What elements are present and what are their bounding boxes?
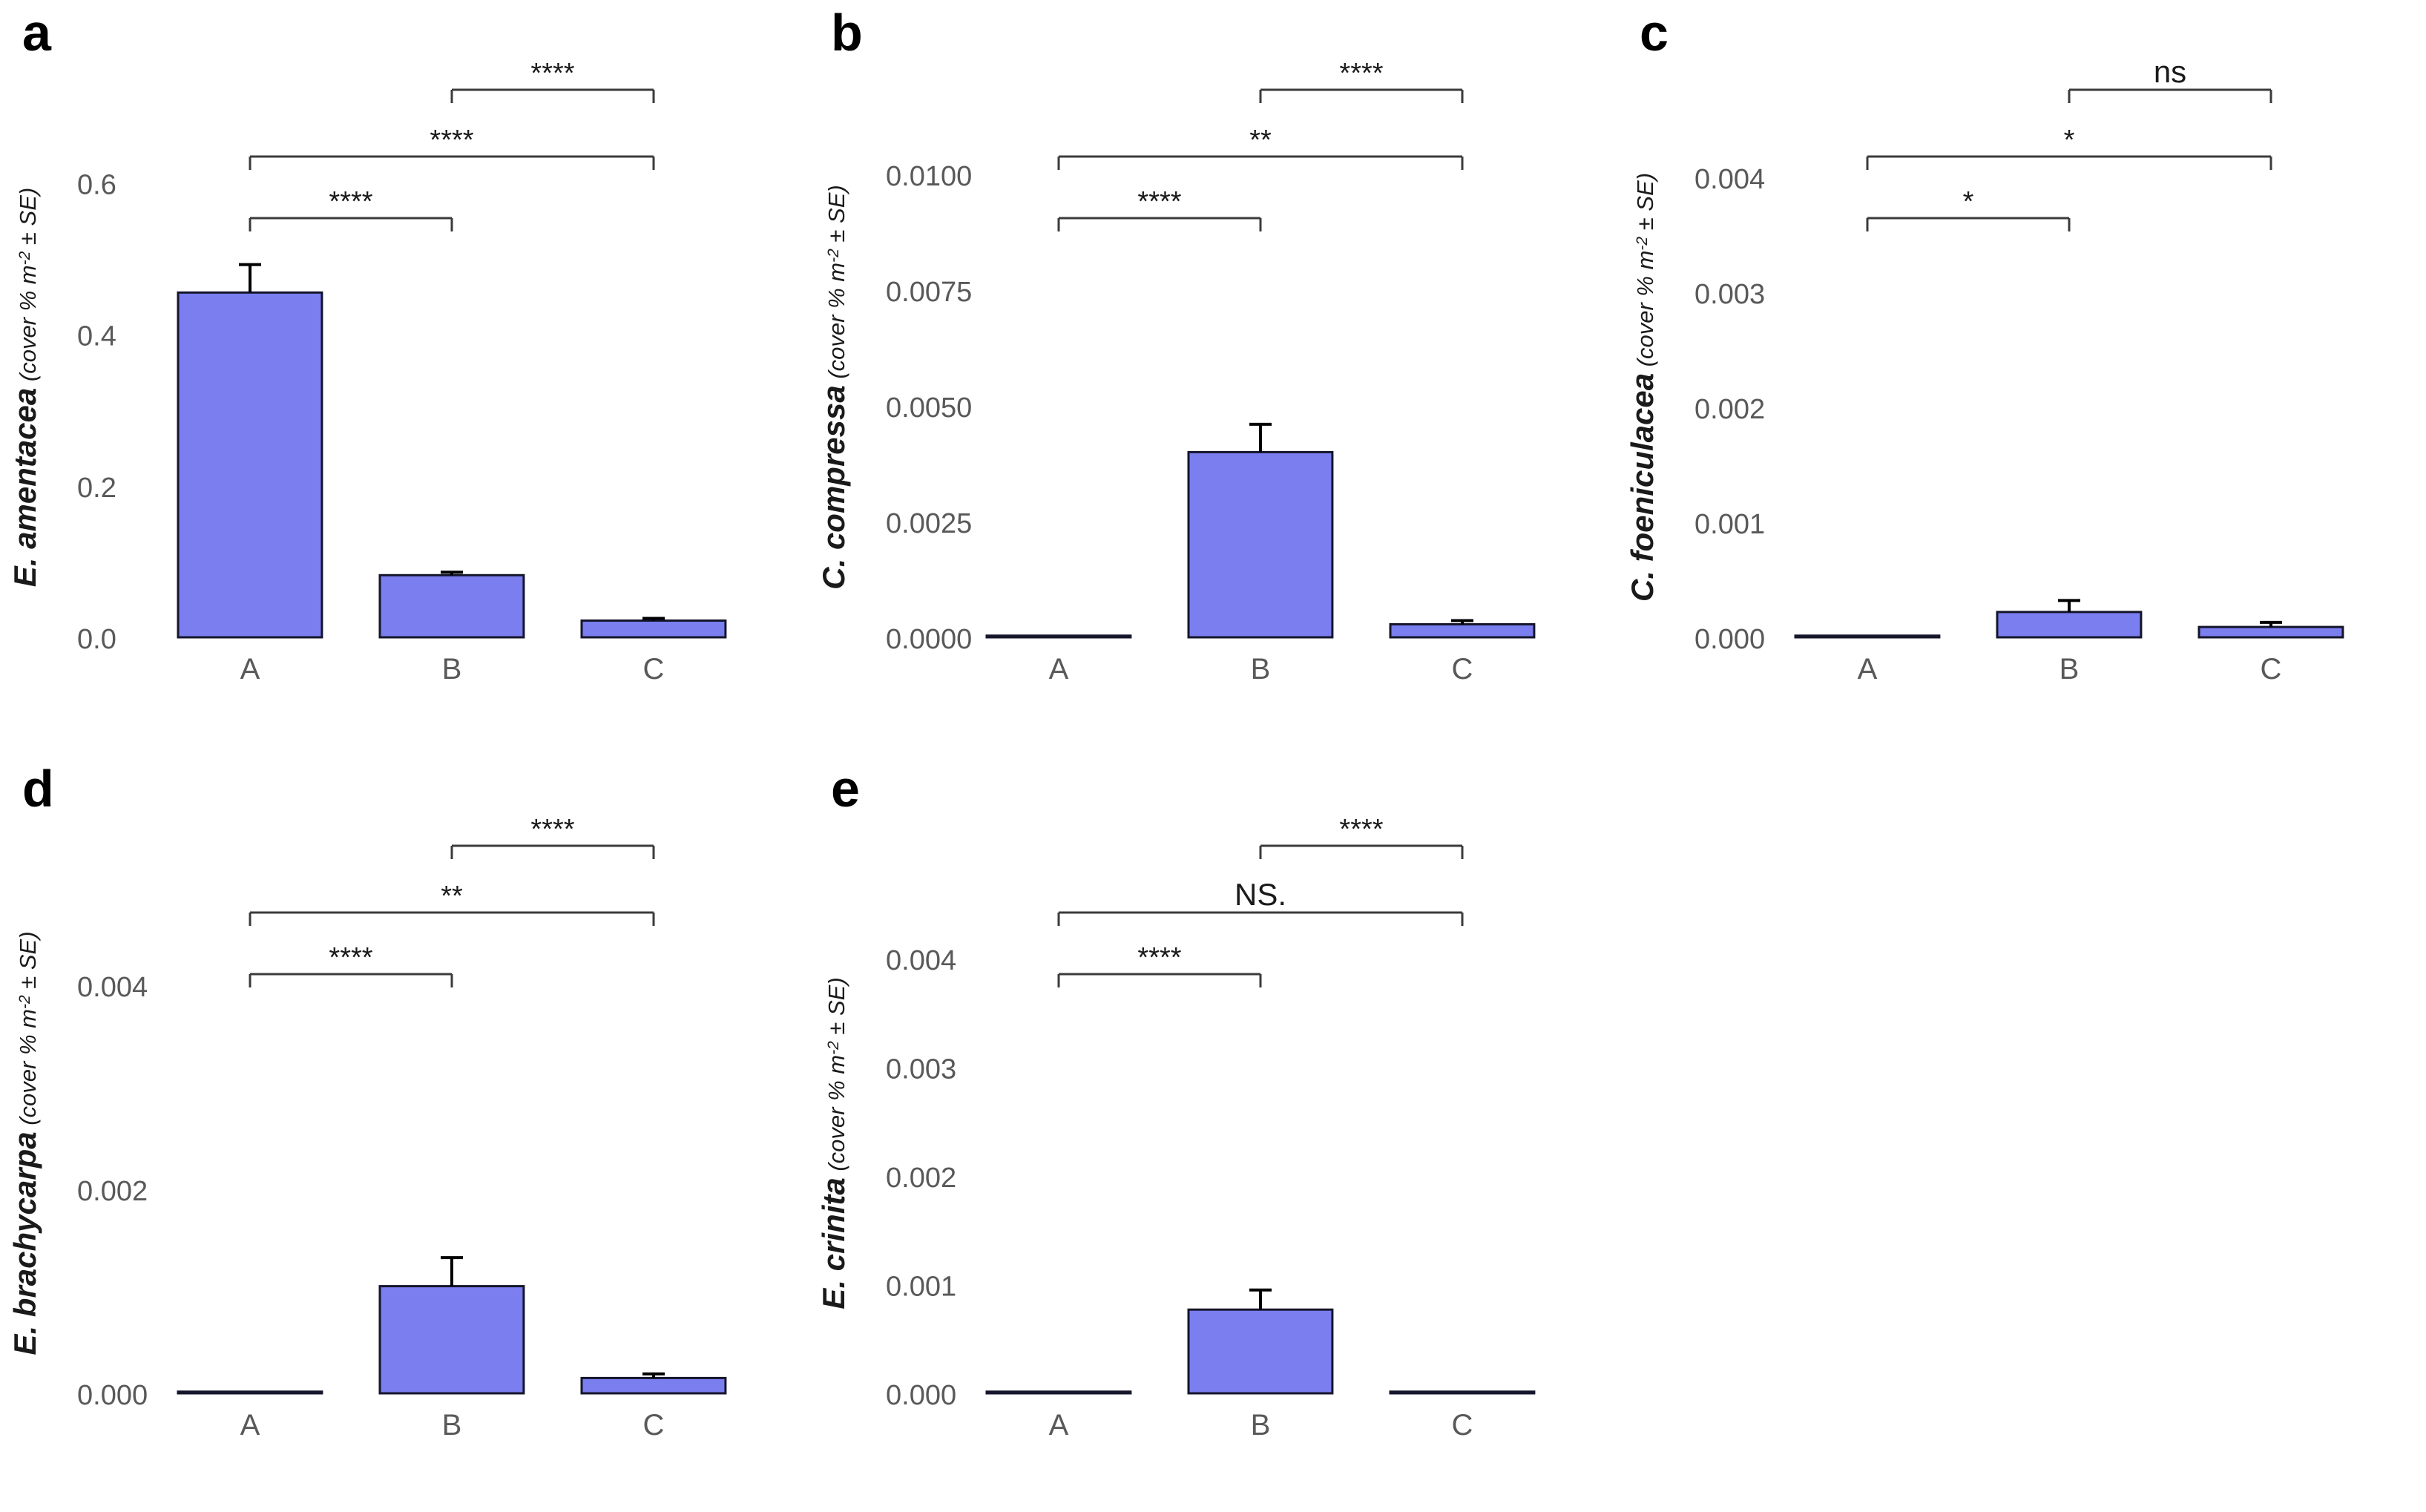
svg-text:A: A: [240, 653, 260, 686]
svg-text:E. amentacea (cover % m-2 ± S: E. amentacea (cover % m-2 ± SE): [7, 188, 42, 587]
svg-text:0.4: 0.4: [77, 321, 116, 352]
svg-text:E. brachycarpa (cover % m-2 ±: E. brachycarpa (cover % m-2 ± SE): [7, 931, 42, 1355]
svg-text:b: b: [831, 4, 863, 62]
svg-text:0.000: 0.000: [1694, 624, 1765, 655]
svg-text:0.001: 0.001: [886, 1272, 956, 1303]
svg-text:0.0050: 0.0050: [886, 392, 972, 424]
svg-text:0.003: 0.003: [1694, 279, 1765, 310]
svg-text:0.6: 0.6: [77, 169, 116, 200]
svg-text:0.0100: 0.0100: [886, 161, 972, 192]
svg-text:*: *: [2064, 125, 2075, 156]
svg-text:B: B: [442, 1409, 462, 1442]
svg-text:0.000: 0.000: [886, 1380, 956, 1411]
svg-text:0.003: 0.003: [886, 1054, 956, 1085]
svg-text:B: B: [442, 653, 462, 686]
svg-text:0.004: 0.004: [886, 945, 956, 976]
svg-text:A: A: [1049, 1409, 1069, 1442]
svg-text:**: **: [1249, 125, 1272, 156]
svg-text:NS.: NS.: [1235, 877, 1286, 912]
svg-text:e: e: [831, 760, 860, 818]
svg-text:A: A: [240, 1409, 260, 1442]
svg-text:0.2: 0.2: [77, 473, 116, 504]
svg-text:B: B: [1251, 653, 1271, 686]
svg-text:0.0: 0.0: [77, 624, 116, 655]
svg-text:****: ****: [329, 186, 372, 217]
svg-text:0.001: 0.001: [1694, 509, 1765, 540]
svg-text:C: C: [1452, 1409, 1473, 1442]
svg-text:C. foeniculacea (cover % m-2: C. foeniculacea (cover % m-2 ± SE): [1625, 173, 1660, 602]
svg-text:C: C: [1452, 653, 1473, 686]
svg-text:****: ****: [430, 125, 473, 156]
svg-text:****: ****: [329, 942, 372, 973]
svg-text:C. compressa (cover % m-2 ± S: C. compressa (cover % m-2 ± SE): [816, 185, 851, 589]
svg-text:0.0000: 0.0000: [886, 624, 972, 655]
svg-text:ns: ns: [2154, 54, 2186, 89]
svg-text:0.0075: 0.0075: [886, 277, 972, 308]
svg-text:0.002: 0.002: [77, 1176, 148, 1207]
svg-text:0.004: 0.004: [77, 972, 148, 1003]
svg-text:0.002: 0.002: [1694, 394, 1765, 425]
svg-text:****: ****: [1339, 814, 1383, 845]
svg-text:B: B: [2060, 653, 2080, 686]
svg-text:****: ****: [530, 58, 574, 89]
svg-text:0.000: 0.000: [77, 1380, 148, 1411]
svg-text:0.002: 0.002: [886, 1163, 956, 1194]
svg-text:E. crinita (cover % m-2 ± SE): E. crinita (cover % m-2 ± SE): [816, 977, 851, 1309]
svg-text:*: *: [1963, 186, 1974, 217]
svg-text:A: A: [1858, 653, 1878, 686]
svg-text:****: ****: [530, 814, 574, 845]
svg-text:d: d: [22, 760, 54, 818]
svg-text:****: ****: [1137, 942, 1181, 973]
svg-text:A: A: [1049, 653, 1069, 686]
svg-text:C: C: [643, 1409, 665, 1442]
svg-text:0.004: 0.004: [1694, 164, 1765, 195]
svg-text:0.0025: 0.0025: [886, 508, 972, 539]
svg-text:****: ****: [1137, 186, 1181, 217]
svg-text:****: ****: [1339, 58, 1383, 89]
svg-text:B: B: [1251, 1409, 1271, 1442]
svg-text:C: C: [2261, 653, 2282, 686]
svg-text:**: **: [441, 881, 463, 912]
svg-text:a: a: [22, 4, 52, 62]
svg-text:c: c: [1640, 4, 1669, 62]
svg-text:C: C: [643, 653, 665, 686]
